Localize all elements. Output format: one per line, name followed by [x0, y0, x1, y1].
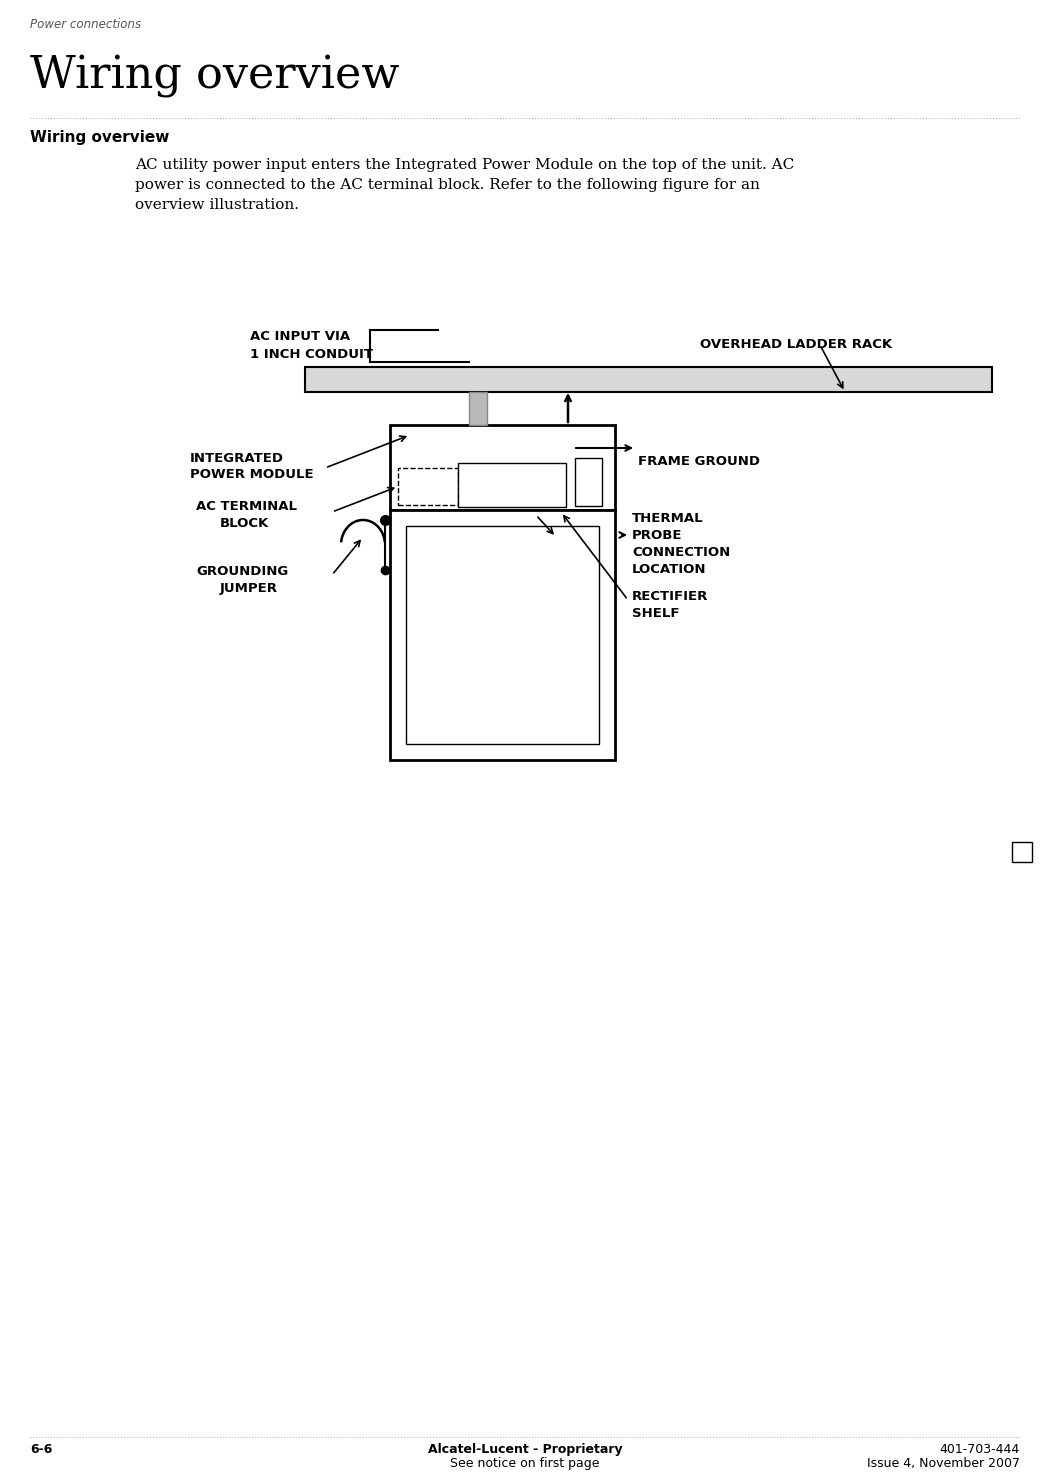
Text: CONNECTION: CONNECTION	[632, 546, 730, 559]
Text: 401-703-444: 401-703-444	[940, 1443, 1020, 1456]
Text: GROUNDING: GROUNDING	[196, 565, 289, 578]
Text: 1 INCH CONDUIT: 1 INCH CONDUIT	[250, 347, 373, 361]
Text: CABINET WITH: CABINET WITH	[432, 621, 573, 639]
Text: OVERHEAD LADDER RACK: OVERHEAD LADDER RACK	[700, 339, 892, 350]
Text: POWER MODULE: POWER MODULE	[190, 468, 314, 481]
Text: POWER: POWER	[466, 671, 539, 689]
Text: 6-6: 6-6	[30, 1443, 52, 1456]
Bar	[390, 509, 615, 760]
Text: FRAME GROUND: FRAME GROUND	[638, 455, 760, 468]
Text: LOCATION: LOCATION	[632, 562, 707, 576]
Bar	[469, 392, 487, 425]
Bar	[575, 458, 602, 506]
Text: SHELF: SHELF	[632, 606, 679, 620]
Text: Alcatel-Lucent - Proprietary: Alcatel-Lucent - Proprietary	[427, 1443, 623, 1456]
Text: AC INPUT VIA: AC INPUT VIA	[250, 330, 350, 343]
Bar	[304, 367, 992, 392]
Text: Wiring overview: Wiring overview	[30, 130, 169, 146]
Text: Issue 4, November 2007: Issue 4, November 2007	[867, 1457, 1020, 1471]
Text: THERMAL: THERMAL	[632, 512, 704, 526]
Bar	[398, 468, 458, 505]
Text: Power connections: Power connections	[30, 18, 141, 31]
Text: INTEGRATED: INTEGRATED	[190, 452, 284, 465]
Text: RECTIFIER: RECTIFIER	[632, 590, 709, 604]
Text: See notice on first page: See notice on first page	[450, 1457, 600, 1471]
Bar	[390, 425, 615, 509]
Text: PROBE: PROBE	[632, 528, 683, 542]
Text: RADIO: RADIO	[471, 596, 533, 614]
Text: JUMPER: JUMPER	[220, 581, 278, 595]
Text: AC TERMINAL: AC TERMINAL	[196, 500, 297, 514]
Text: AC utility power input enters the Integrated Power Module on the top of the unit: AC utility power input enters the Integr…	[135, 158, 794, 212]
Bar	[1012, 842, 1032, 863]
Text: Wiring overview: Wiring overview	[30, 54, 399, 99]
Bar	[458, 464, 566, 506]
Bar	[406, 526, 598, 743]
Text: BLOCK: BLOCK	[220, 517, 269, 530]
Text: INTEGRATED: INTEGRATED	[441, 646, 564, 664]
